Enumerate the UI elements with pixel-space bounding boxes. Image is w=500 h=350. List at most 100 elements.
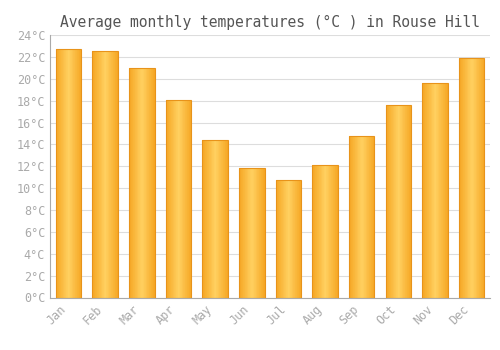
Bar [112,51,114,298]
Bar [356,135,357,298]
Bar [461,58,462,298]
Bar [295,181,296,298]
Bar [483,58,484,298]
Bar [440,83,441,298]
Bar [312,165,338,298]
Bar [364,135,365,298]
Bar [394,105,395,298]
Bar [114,51,116,298]
Bar [104,51,105,298]
Bar [219,140,220,298]
Bar [67,49,68,298]
Bar [210,140,211,298]
Bar [166,99,191,298]
Bar [291,181,292,298]
Bar [107,51,108,298]
Bar [354,135,355,298]
Bar [277,181,278,298]
Bar [298,181,299,298]
Bar [351,135,352,298]
Bar [66,49,67,298]
Bar [250,168,251,298]
Bar [244,168,246,298]
Bar [179,99,180,298]
Bar [70,49,71,298]
Bar [227,140,228,298]
Bar [248,168,249,298]
Bar [145,68,146,298]
Bar [473,58,474,298]
Bar [471,58,472,298]
Bar [117,51,118,298]
Bar [468,58,469,298]
Bar [469,58,470,298]
Bar [397,105,398,298]
Bar [331,165,332,298]
Bar [285,181,286,298]
Bar [68,49,69,298]
Bar [222,140,224,298]
Bar [330,165,331,298]
Bar [108,51,109,298]
Bar [435,83,436,298]
Bar [132,68,134,298]
Bar [73,49,74,298]
Bar [326,165,327,298]
Bar [321,165,322,298]
Bar [214,140,215,298]
Bar [358,135,359,298]
Bar [78,49,79,298]
Bar [245,168,246,298]
Bar [105,51,106,298]
Bar [101,51,102,298]
Bar [100,51,101,298]
Bar [252,168,253,298]
Bar [213,140,214,298]
Bar [80,49,81,298]
Bar [246,168,247,298]
Bar [282,181,283,298]
Bar [359,135,360,298]
Bar [286,181,287,298]
Bar [183,99,184,298]
Bar [436,83,437,298]
Bar [278,181,280,298]
Bar [361,135,362,298]
Bar [373,135,374,298]
Bar [202,140,203,298]
Bar [324,165,325,298]
Bar [401,105,402,298]
Bar [288,181,289,298]
Bar [129,68,130,298]
Bar [327,165,328,298]
Bar [173,99,174,298]
Bar [99,51,100,298]
Bar [328,165,329,298]
Bar [284,181,285,298]
Bar [294,181,295,298]
Bar [432,83,433,298]
Bar [287,181,288,298]
Bar [110,51,111,298]
Bar [438,83,439,298]
Bar [186,99,188,298]
Bar [434,83,435,298]
Bar [188,99,189,298]
Bar [94,51,96,298]
Bar [180,99,181,298]
Bar [332,165,334,298]
Bar [276,181,301,298]
Bar [258,168,260,298]
Bar [329,165,330,298]
Bar [429,83,430,298]
Bar [111,51,112,298]
Bar [370,135,372,298]
Bar [189,99,190,298]
Bar [293,181,294,298]
Bar [476,58,477,298]
Bar [209,140,210,298]
Bar [64,49,65,298]
Bar [170,99,172,298]
Bar [221,140,222,298]
Bar [143,68,144,298]
